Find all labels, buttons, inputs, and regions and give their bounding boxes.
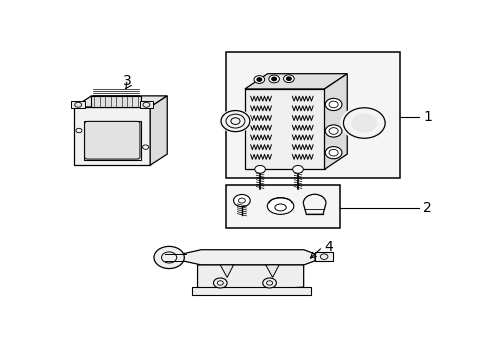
Circle shape — [283, 75, 294, 82]
Polygon shape — [244, 74, 346, 89]
Bar — [225, 51, 400, 177]
Circle shape — [233, 194, 250, 207]
Polygon shape — [150, 96, 167, 165]
Polygon shape — [74, 96, 167, 107]
Circle shape — [271, 77, 276, 81]
Bar — [244, 89, 324, 169]
Bar — [225, 185, 339, 228]
Circle shape — [262, 278, 276, 288]
Polygon shape — [197, 265, 303, 293]
Ellipse shape — [267, 198, 293, 214]
Bar — [91, 96, 141, 107]
Circle shape — [325, 125, 341, 137]
Text: 1: 1 — [422, 110, 431, 123]
Circle shape — [257, 78, 261, 81]
Circle shape — [351, 114, 376, 132]
Circle shape — [254, 166, 265, 173]
Bar — [71, 100, 85, 108]
Circle shape — [325, 98, 341, 111]
Circle shape — [292, 166, 303, 173]
FancyBboxPatch shape — [84, 121, 140, 159]
Circle shape — [286, 77, 290, 80]
Polygon shape — [191, 287, 311, 296]
Circle shape — [253, 76, 264, 84]
Text: 3: 3 — [123, 74, 132, 87]
Bar — [74, 107, 150, 165]
Bar — [314, 252, 332, 261]
Circle shape — [325, 147, 341, 159]
Polygon shape — [324, 74, 346, 169]
Polygon shape — [265, 265, 279, 278]
Bar — [139, 100, 153, 108]
Bar — [84, 121, 141, 159]
Polygon shape — [182, 250, 314, 265]
Text: 2: 2 — [422, 201, 431, 215]
Circle shape — [154, 246, 184, 269]
Circle shape — [213, 278, 226, 288]
Polygon shape — [220, 265, 233, 278]
Circle shape — [340, 105, 387, 140]
Text: 4: 4 — [324, 240, 333, 254]
Circle shape — [268, 75, 279, 83]
Circle shape — [219, 109, 251, 133]
